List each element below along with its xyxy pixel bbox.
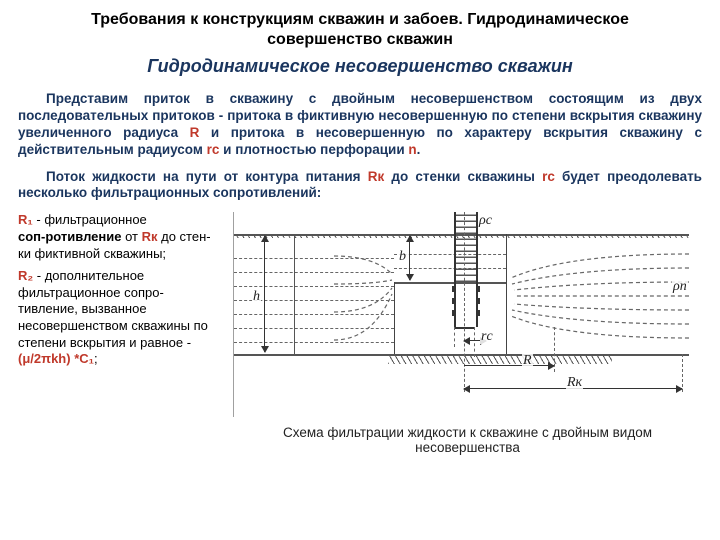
- step-surface: [394, 282, 506, 284]
- label-pc: ρс: [478, 214, 493, 228]
- label-h: h: [252, 290, 261, 304]
- sym-R1: R₁: [18, 212, 33, 227]
- r2-txt: - дополнительное фильтрационное сопро-ти…: [18, 268, 208, 350]
- p1-text-c: и плотностью перфорации: [219, 142, 408, 157]
- p2-text-a: Поток жидкости на пути от контура питани…: [46, 169, 368, 184]
- label-rc: rс: [480, 330, 494, 344]
- p1-sym-rc: rс: [207, 142, 220, 157]
- label-b: b: [398, 250, 407, 264]
- flowlines-left: [334, 234, 394, 354]
- right-formation-base: [506, 354, 689, 356]
- paragraph-1: Представим приток в скважину с двойным н…: [18, 91, 702, 159]
- dim-dash-rc: [474, 327, 475, 357]
- figure-wrap: ρс ρп rс R Rк h b Схема фильтрации жидко…: [233, 212, 702, 455]
- v-step-left: [394, 282, 395, 354]
- dim-R-arrow: [464, 365, 554, 366]
- label-Rk: Rк: [566, 376, 583, 390]
- dim-h-arrow: [264, 236, 265, 352]
- formula: (μ/2πkh) *С₁: [18, 351, 94, 366]
- v-inner-left: [294, 234, 295, 354]
- sym-R2: R₂: [18, 268, 33, 283]
- p1-sym-R: R: [190, 125, 200, 140]
- r2-semicolon: ;: [94, 351, 98, 366]
- page-title: Требования к конструкциям скважин и забо…: [78, 10, 642, 50]
- paragraph-2: Поток жидкости на пути от контура питани…: [18, 169, 702, 203]
- wellbore: [454, 212, 478, 282]
- r1-txt-c: от: [121, 229, 141, 244]
- perforated-interval: [454, 282, 478, 327]
- label-pn: ρп: [672, 280, 688, 294]
- figure-caption: Схема фильтрации жидкости к скважине с д…: [233, 425, 702, 455]
- v-R-right: [506, 234, 507, 354]
- p2-sym-Rk: Rк: [368, 169, 385, 184]
- r1-txt-b: соп-ротивление: [18, 229, 121, 244]
- flowlines-right: [506, 234, 689, 354]
- dim-b-arrow: [409, 236, 410, 280]
- r1-txt-a: - фильтрационное: [33, 212, 147, 227]
- left-column: R₁ - фильтрационное соп-ротивление от Rк…: [18, 212, 223, 374]
- left-formation-base: [234, 354, 394, 356]
- dim-dash-rc-left: [454, 327, 455, 347]
- label-R: R: [522, 354, 533, 368]
- p2-text-b: до стенки скважины: [384, 169, 542, 184]
- section-subtitle: Гидродинамическое несовершенство скважин: [18, 56, 702, 77]
- p1-text-d: .: [417, 142, 421, 157]
- cavity-floor: [394, 354, 506, 356]
- filtration-diagram: ρс ρп rс R Rк h b: [233, 212, 689, 417]
- r1-sym-Rk: Rк: [142, 229, 158, 244]
- p1-sym-n: n: [408, 142, 416, 157]
- p2-sym-rc: rс: [542, 169, 555, 184]
